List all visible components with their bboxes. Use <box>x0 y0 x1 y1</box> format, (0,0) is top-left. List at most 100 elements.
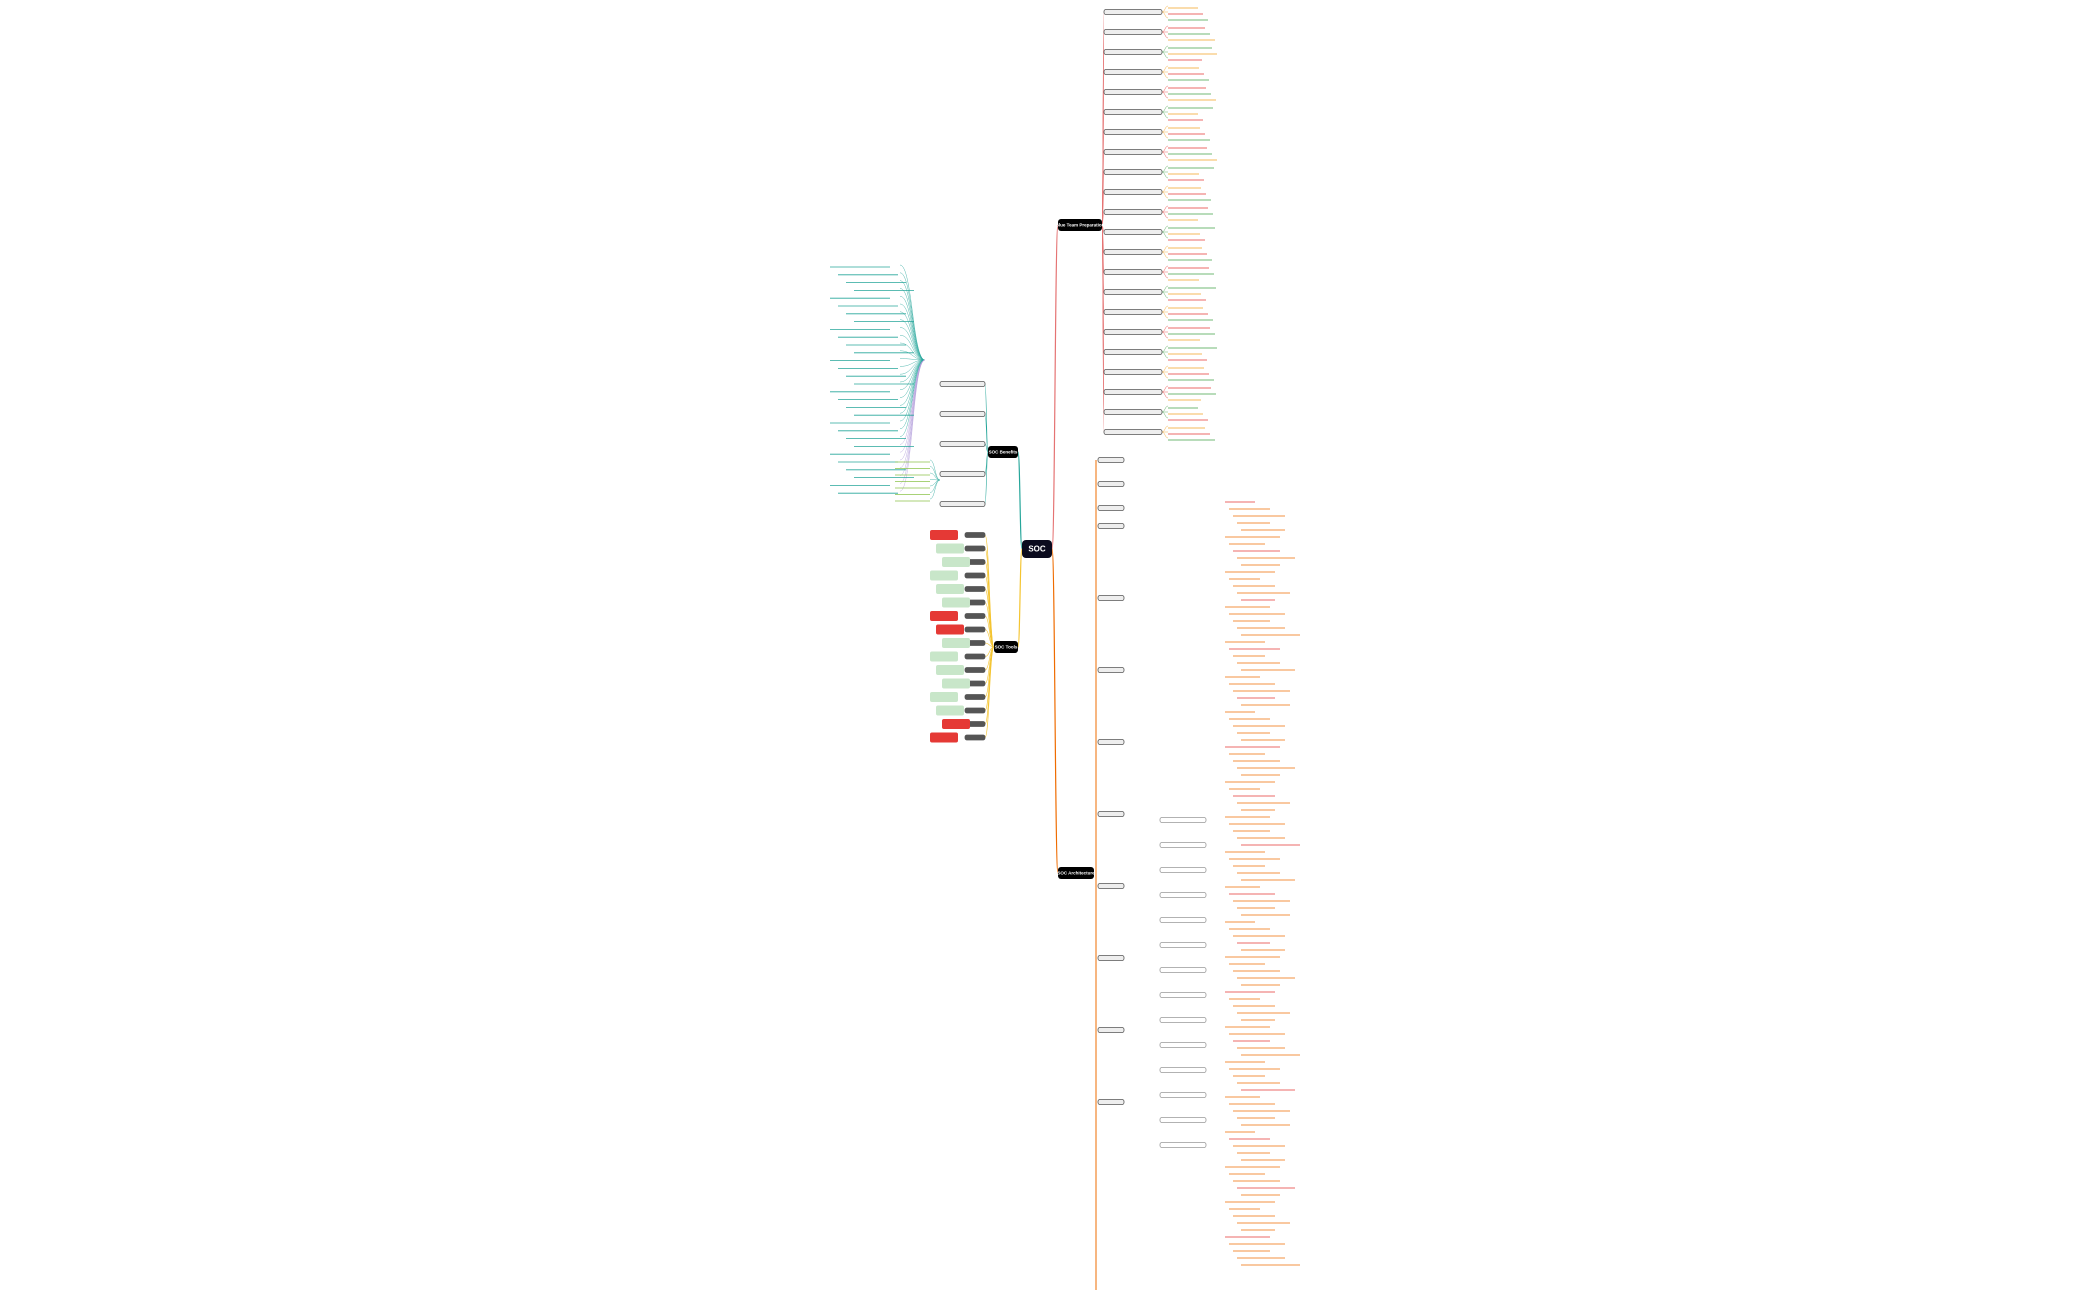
topic-node <box>1097 667 1125 673</box>
link <box>1161 245 1169 253</box>
link <box>1161 185 1169 193</box>
topic-node <box>1159 842 1207 848</box>
link <box>984 615 995 648</box>
topic-node <box>1159 1117 1207 1123</box>
topic-node <box>939 411 986 417</box>
link <box>1161 425 1169 433</box>
link <box>1161 265 1169 273</box>
link <box>1017 451 1023 550</box>
link <box>1161 71 1169 79</box>
topic-node <box>1159 817 1207 823</box>
topic-node <box>1103 29 1163 35</box>
topic-node <box>1097 595 1125 601</box>
topic-node <box>1097 523 1125 529</box>
branch-node <box>988 446 1018 458</box>
link <box>1161 31 1169 39</box>
link <box>899 288 926 361</box>
topic-node <box>1103 329 1163 335</box>
topic-node <box>964 694 986 700</box>
tool-node <box>936 543 964 554</box>
link <box>984 646 995 711</box>
link <box>1161 225 1169 233</box>
root-node <box>1022 540 1052 558</box>
topic-node <box>1159 1067 1207 1073</box>
topic-node <box>1097 481 1125 487</box>
root-label: SOC <box>1028 545 1046 554</box>
tool-node <box>930 732 958 743</box>
link <box>1161 345 1169 353</box>
link <box>1161 165 1169 173</box>
link <box>984 451 989 505</box>
tool-node <box>936 705 964 716</box>
topic-node <box>1097 811 1125 817</box>
topic-node <box>1103 189 1163 195</box>
topic-node <box>1159 867 1207 873</box>
main-topics: SOC Blue Team Preparation SOC Benefits SOC… <box>988 219 1105 879</box>
topic-node <box>1159 917 1207 923</box>
link <box>1161 25 1169 33</box>
link <box>899 350 926 361</box>
topic-node <box>1159 1142 1207 1148</box>
topic-node <box>1103 89 1163 95</box>
link <box>1161 271 1169 279</box>
topic-node <box>1103 229 1163 235</box>
link <box>1161 191 1169 199</box>
link <box>929 479 941 500</box>
topic-node <box>964 613 986 619</box>
link <box>1161 405 1169 413</box>
topic-node <box>939 501 986 507</box>
link <box>929 466 941 481</box>
topic-node <box>939 441 986 447</box>
tool-node <box>930 611 958 621</box>
tool-node <box>942 638 970 648</box>
topic-node <box>964 707 986 714</box>
tool-node <box>930 692 958 702</box>
topic-node <box>1159 892 1207 898</box>
topic-node <box>1103 409 1163 415</box>
topic-node <box>1103 249 1163 255</box>
link <box>899 303 926 361</box>
topic-node <box>964 734 986 741</box>
link <box>1161 385 1169 393</box>
link <box>984 646 995 725</box>
link <box>1051 224 1059 550</box>
topic-node <box>964 545 986 552</box>
link <box>899 272 926 361</box>
tool-node <box>942 597 970 608</box>
topic-node <box>1159 1042 1207 1048</box>
link <box>984 602 995 648</box>
topic-node <box>1103 429 1163 435</box>
link <box>984 383 989 453</box>
tool-node <box>936 624 964 635</box>
tool-node <box>930 530 958 540</box>
link <box>1161 325 1169 333</box>
topic-node <box>964 653 986 660</box>
topic-node <box>1159 942 1207 948</box>
link <box>899 359 926 398</box>
link <box>1161 51 1169 59</box>
link <box>1161 291 1169 299</box>
link <box>984 646 995 738</box>
link <box>899 359 926 476</box>
topic-node <box>1097 1099 1125 1105</box>
branch-label: SOC Benefits <box>989 450 1018 455</box>
topic-node <box>1103 169 1163 175</box>
link <box>899 319 926 361</box>
topic-node <box>1103 349 1163 355</box>
link <box>1161 131 1169 139</box>
link <box>899 342 926 361</box>
link <box>1161 111 1169 119</box>
tool-node <box>942 557 970 567</box>
link <box>899 264 926 361</box>
topic-node <box>1103 269 1163 275</box>
topic-node <box>1103 69 1163 75</box>
topic-node <box>1103 149 1163 155</box>
topic-node <box>1103 309 1163 315</box>
link <box>929 459 941 481</box>
topic-node <box>1097 457 1125 463</box>
link <box>1161 391 1169 399</box>
link <box>1161 211 1169 219</box>
link <box>1161 65 1169 73</box>
topic-node <box>1159 967 1207 973</box>
